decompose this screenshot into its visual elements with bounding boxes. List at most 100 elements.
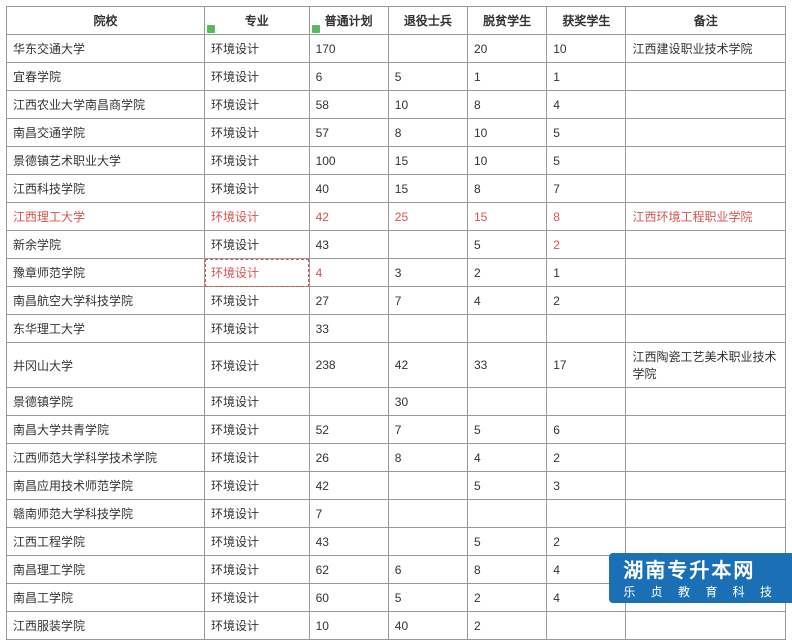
table-cell: 南昌交通学院	[7, 119, 205, 147]
table-cell: 62	[309, 556, 388, 584]
table-cell: 江西建设职业技术学院	[626, 35, 786, 63]
table-cell	[547, 500, 626, 528]
table-cell: 豫章师范学院	[7, 259, 205, 287]
table-cell: 10	[468, 147, 547, 175]
table-cell: 南昌应用技术师范学院	[7, 472, 205, 500]
table-cell: 2	[468, 584, 547, 612]
table-cell: 环境设计	[205, 528, 310, 556]
table-cell: 江西科技学院	[7, 175, 205, 203]
table-cell: 10	[309, 612, 388, 640]
table-cell: 33	[309, 315, 388, 343]
table-row: 景德镇学院环境设计 30	[7, 388, 786, 416]
table-cell	[626, 315, 786, 343]
table-cell	[309, 388, 388, 416]
table-row: 南昌航空大学科技学院环境设计27742	[7, 287, 786, 315]
table-cell: 3	[388, 259, 467, 287]
table-cell: 8	[468, 175, 547, 203]
table-cell: 环境设计	[205, 147, 310, 175]
table-cell: 4	[547, 91, 626, 119]
watermark-title: 湖南专升本网	[623, 559, 778, 583]
table-cell: 52	[309, 416, 388, 444]
table-cell: 景德镇学院	[7, 388, 205, 416]
table-cell: 南昌理工学院	[7, 556, 205, 584]
table-cell	[626, 388, 786, 416]
table-row: 江西科技学院环境设计401587	[7, 175, 786, 203]
table-cell: 8	[388, 444, 467, 472]
table-cell: 170	[309, 35, 388, 63]
table-cell: 5	[547, 147, 626, 175]
table-cell	[388, 528, 467, 556]
table-cell: 10	[468, 119, 547, 147]
table-cell: 环境设计	[205, 500, 310, 528]
table-cell: 7	[388, 287, 467, 315]
table-cell: 42	[309, 472, 388, 500]
table-cell: 15	[468, 203, 547, 231]
table-cell: 南昌工学院	[7, 584, 205, 612]
column-header: 脱贫学生	[468, 7, 547, 35]
table-cell: 4	[468, 287, 547, 315]
table-cell: 7	[547, 175, 626, 203]
table-cell: 15	[388, 175, 467, 203]
table-row: 华东交通大学环境设计1702010江西建设职业技术学院	[7, 35, 786, 63]
column-header: 退役士兵	[388, 7, 467, 35]
table-cell	[626, 147, 786, 175]
table-cell	[626, 63, 786, 91]
table-cell: 40	[388, 612, 467, 640]
table-cell	[388, 472, 467, 500]
column-header: 院校	[7, 7, 205, 35]
table-cell	[626, 612, 786, 640]
table-cell: 42	[309, 203, 388, 231]
table-row: 景德镇艺术职业大学环境设计10015105	[7, 147, 786, 175]
table-cell: 南昌大学共青学院	[7, 416, 205, 444]
table-cell: 江西服装学院	[7, 612, 205, 640]
table-cell: 环境设计	[205, 556, 310, 584]
table-cell: 26	[309, 444, 388, 472]
table-cell	[626, 444, 786, 472]
table-row: 南昌应用技术师范学院环境设计4253	[7, 472, 786, 500]
table-cell	[626, 231, 786, 259]
table-cell: 3	[547, 472, 626, 500]
table-cell: 238	[309, 343, 388, 388]
table-cell: 42	[388, 343, 467, 388]
table-cell: 江西农业大学南昌商学院	[7, 91, 205, 119]
table-cell: 环境设计	[205, 35, 310, 63]
table-row: 赣南师范大学科技学院环境设计7	[7, 500, 786, 528]
table-cell: 环境设计	[205, 259, 310, 287]
table-cell: 新余学院	[7, 231, 205, 259]
table-cell: 2	[468, 259, 547, 287]
table-cell: 27	[309, 287, 388, 315]
table-cell: 10	[547, 35, 626, 63]
table-cell: 井冈山大学	[7, 343, 205, 388]
table-cell: 5	[468, 231, 547, 259]
table-cell: 南昌航空大学科技学院	[7, 287, 205, 315]
table-cell: 环境设计	[205, 388, 310, 416]
table-cell: 环境设计	[205, 584, 310, 612]
column-header: 普通计划	[309, 7, 388, 35]
table-row: 新余学院环境设计4352	[7, 231, 786, 259]
table-cell: 东华理工大学	[7, 315, 205, 343]
table-cell	[388, 231, 467, 259]
table-cell: 30	[388, 388, 467, 416]
table-cell	[468, 388, 547, 416]
table-cell: 江西陶瓷工艺美术职业技术学院	[626, 343, 786, 388]
table-cell: 43	[309, 528, 388, 556]
table-cell: 7	[309, 500, 388, 528]
table-cell: 4	[468, 444, 547, 472]
table-cell: 4	[309, 259, 388, 287]
table-cell: 1	[547, 63, 626, 91]
table-cell: 环境设计	[205, 63, 310, 91]
table-cell: 60	[309, 584, 388, 612]
table-cell	[547, 612, 626, 640]
table-cell	[626, 259, 786, 287]
table-cell: 2	[547, 231, 626, 259]
table-cell: 5	[468, 416, 547, 444]
table-cell: 环境设计	[205, 287, 310, 315]
table-cell: 8	[468, 91, 547, 119]
table-cell	[388, 315, 467, 343]
table-cell	[626, 528, 786, 556]
table-cell: 江西师范大学科学技术学院	[7, 444, 205, 472]
table-cell	[626, 500, 786, 528]
table-cell: 环境设计	[205, 472, 310, 500]
table-cell: 江西工程学院	[7, 528, 205, 556]
table-cell: 7	[388, 416, 467, 444]
